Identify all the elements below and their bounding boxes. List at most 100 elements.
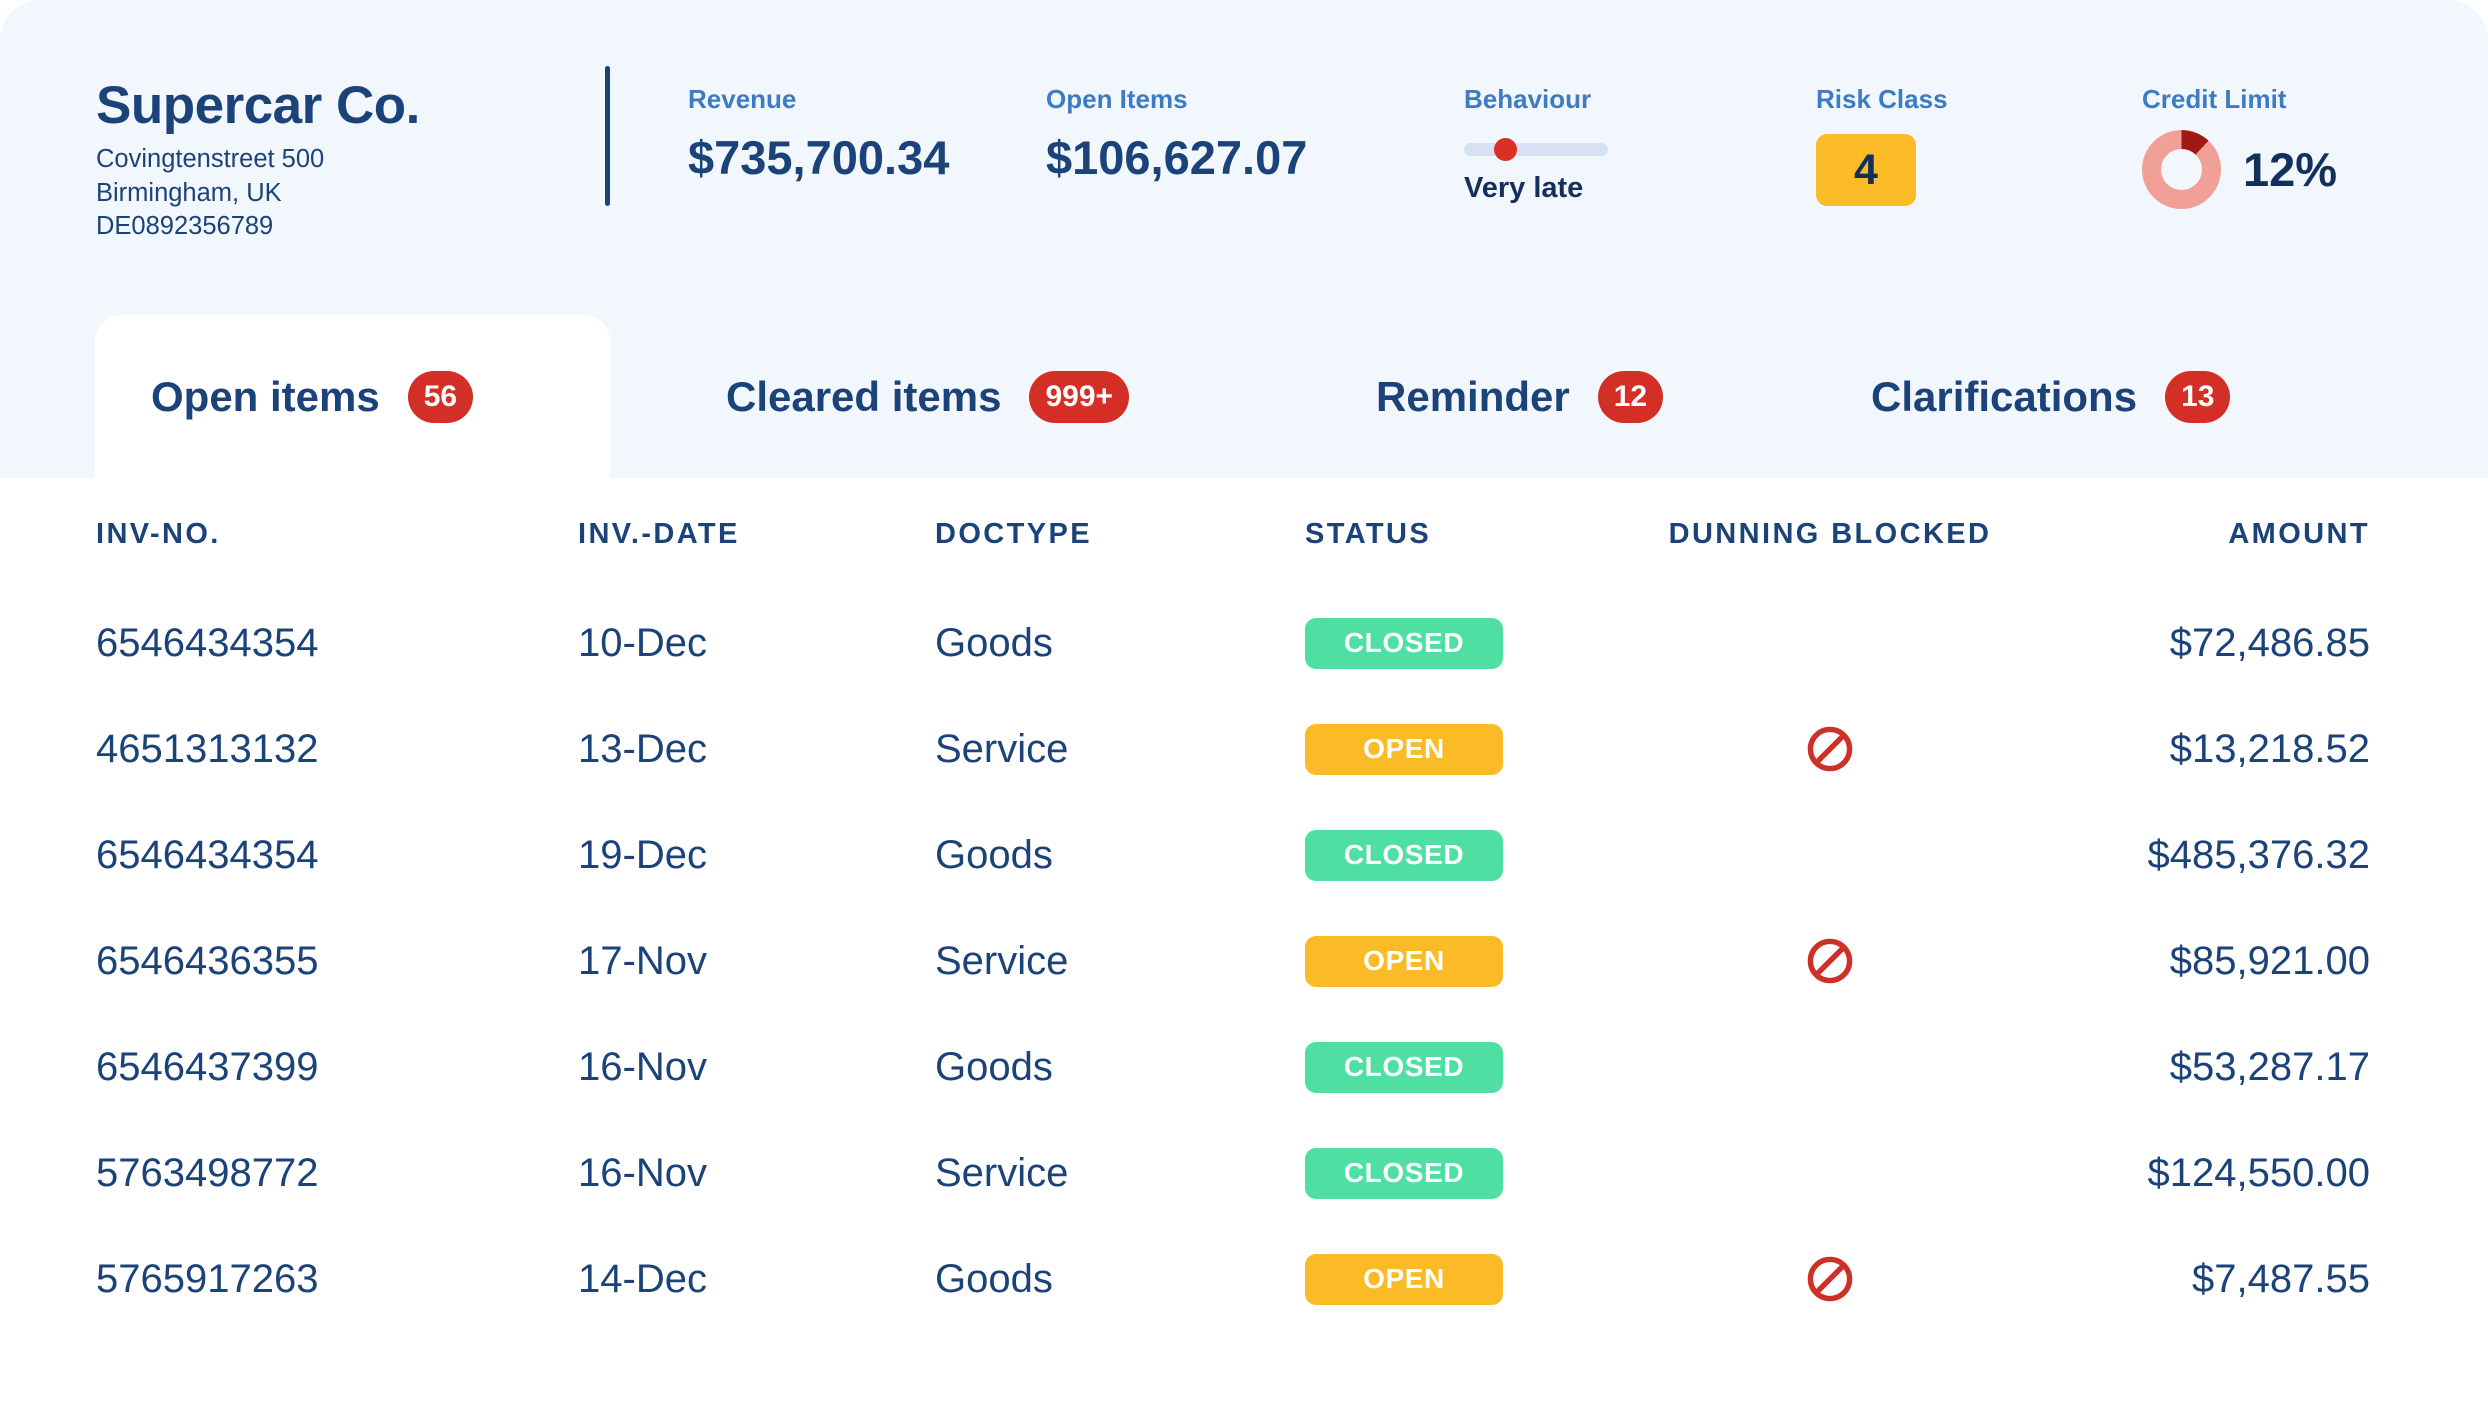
column-header-inv-date[interactable]: INV.-DATE <box>578 517 740 550</box>
cell-dunning-blocked <box>1595 908 2065 1014</box>
donut-hole <box>2161 149 2202 190</box>
table-row[interactable]: 6546434354 10-Dec Goods CLOSED $72,486.85 <box>0 590 2488 696</box>
cell-inv-no: 5765917263 <box>96 1256 319 1301</box>
cell-inv-no: 4651313132 <box>96 726 319 771</box>
cell-status: CLOSED <box>1305 802 1595 908</box>
kpi-behaviour: Behaviour Very late <box>1464 86 1608 203</box>
table-body: 6546434354 10-Dec Goods CLOSED $72,486.85 465… <box>0 590 2488 1332</box>
behaviour-slider-track[interactable] <box>1464 143 1608 156</box>
risk-class-chip: 4 <box>1816 134 1916 206</box>
cell-doctype: Goods <box>935 1044 1053 1089</box>
tab-cleared-items[interactable]: Cleared items 999+ <box>670 315 1185 478</box>
cell-inv-no: 6546434354 <box>96 832 319 877</box>
cell-status: CLOSED <box>1305 590 1595 696</box>
prohibition-icon <box>1807 938 1853 984</box>
cell-doctype: Goods <box>935 832 1053 877</box>
tab-open-items[interactable]: Open items 56 <box>95 315 610 478</box>
column-header-dunning-blocked[interactable]: DUNNING BLOCKED <box>1668 517 1992 550</box>
kpi-credit-limit: Credit Limit 12% <box>2142 86 2337 209</box>
tab-cleared-items-badge: 999+ <box>1029 370 1130 423</box>
cell-inv-no: 6546434354 <box>96 620 319 665</box>
table-row[interactable]: 4651313132 13-Dec Service OPEN $13,218.52 <box>0 696 2488 802</box>
cell-status: OPEN <box>1305 696 1595 802</box>
cell-inv-no: 6546437399 <box>96 1044 319 1089</box>
tab-cleared-items-label: Cleared items <box>726 372 1002 420</box>
cell-amount: $7,487.55 <box>2192 1256 2370 1301</box>
kpi-risk-class: Risk Class 4 <box>1816 86 1948 206</box>
cell-status: CLOSED <box>1305 1014 1595 1120</box>
company-block: Supercar Co. Covingtenstreet 500 Birming… <box>96 78 526 244</box>
behaviour-slider[interactable] <box>1464 138 1608 161</box>
status-badge: CLOSED <box>1305 1147 1503 1199</box>
header-band: Supercar Co. Covingtenstreet 500 Birming… <box>0 0 2488 478</box>
kpi-risk-class-label: Risk Class <box>1816 84 1948 114</box>
tab-reminder[interactable]: Reminder 12 <box>1320 315 1719 478</box>
table-row[interactable]: 5763498772 16-Nov Service CLOSED $124,550.00 <box>0 1120 2488 1226</box>
tab-reminder-badge: 12 <box>1597 370 1664 423</box>
status-badge: OPEN <box>1305 1253 1503 1305</box>
table-header-row: INV-NO. INV.-DATE DOCTYPE STATUS DUNNING… <box>0 478 2488 590</box>
status-badge: OPEN <box>1305 935 1503 987</box>
cell-dunning-blocked <box>1595 696 2065 802</box>
table-row[interactable]: 6546437399 16-Nov Goods CLOSED $53,287.17 <box>0 1014 2488 1120</box>
credit-limit-donut-chart <box>2142 130 2221 209</box>
column-header-inv-no[interactable]: INV-NO. <box>96 517 221 550</box>
cell-doctype: Service <box>935 938 1069 983</box>
header-divider <box>605 66 610 206</box>
column-header-status[interactable]: STATUS <box>1305 517 1432 550</box>
kpi-header: Supercar Co. Covingtenstreet 500 Birming… <box>0 0 2488 315</box>
cell-amount: $72,486.85 <box>2169 620 2370 665</box>
status-badge: CLOSED <box>1305 829 1503 881</box>
tab-open-items-label: Open items <box>151 372 380 420</box>
company-address-line2: Birmingham, UK <box>96 178 282 207</box>
cell-amount: $53,287.17 <box>2169 1044 2370 1089</box>
cell-amount: $124,550.00 <box>2147 1150 2370 1195</box>
tab-reminder-label: Reminder <box>1376 372 1570 420</box>
table-row[interactable]: 5765917263 14-Dec Goods OPEN $7,487.55 <box>0 1226 2488 1332</box>
company-vat-id: DE0892356789 <box>96 212 274 241</box>
cell-inv-date: 16-Nov <box>578 1044 707 1089</box>
cell-doctype: Service <box>935 1150 1069 1195</box>
tab-clarifications-badge: 13 <box>2165 370 2231 423</box>
open-items-table: INV-NO. INV.-DATE DOCTYPE STATUS DUNNING… <box>0 478 2488 1332</box>
cell-doctype: Goods <box>935 620 1053 665</box>
kpi-revenue-label: Revenue <box>688 84 797 114</box>
cell-inv-date: 10-Dec <box>578 620 707 665</box>
prohibition-icon <box>1807 1256 1853 1302</box>
kpi-behaviour-label: Behaviour <box>1464 84 1592 114</box>
column-header-doctype[interactable]: DOCTYPE <box>935 517 1092 550</box>
cell-inv-date: 17-Nov <box>578 938 707 983</box>
status-badge: OPEN <box>1305 723 1503 775</box>
tab-clarifications[interactable]: Clarifications 13 <box>1815 315 2286 478</box>
tab-bar: Open items 56 Cleared items 999+ Reminde… <box>0 315 2488 478</box>
company-name: Supercar Co. <box>96 76 420 135</box>
cell-status: OPEN <box>1305 1226 1595 1332</box>
kpi-credit-limit-label: Credit Limit <box>2142 84 2287 114</box>
status-badge: CLOSED <box>1305 617 1503 669</box>
cell-doctype: Goods <box>935 1256 1053 1301</box>
cell-inv-date: 19-Dec <box>578 832 707 877</box>
cell-inv-date: 14-Dec <box>578 1256 707 1301</box>
company-address: Covingtenstreet 500 Birmingham, UK DE089… <box>96 143 526 245</box>
behaviour-slider-thumb[interactable] <box>1494 138 1518 161</box>
tab-clarifications-label: Clarifications <box>1871 372 2138 420</box>
kpi-revenue: Revenue $735,700.34 <box>688 86 949 181</box>
cell-inv-date: 13-Dec <box>578 726 707 771</box>
kpi-revenue-value: $735,700.34 <box>688 131 950 184</box>
kpi-open-items-label: Open Items <box>1046 84 1188 114</box>
kpi-behaviour-value: Very late <box>1464 172 1584 204</box>
cell-inv-no: 6546436355 <box>96 938 319 983</box>
cell-dunning-blocked <box>1595 1226 2065 1332</box>
cell-status: CLOSED <box>1305 1120 1595 1226</box>
cell-amount: $13,218.52 <box>2169 726 2370 771</box>
table-row[interactable]: 6546436355 17-Nov Service OPEN $85,921.00 <box>0 908 2488 1014</box>
column-header-amount[interactable]: AMOUNT <box>2228 517 2370 550</box>
credit-limit-readout: 12% <box>2142 130 2337 209</box>
cell-amount: $485,376.32 <box>2147 832 2370 877</box>
cell-inv-date: 16-Nov <box>578 1150 707 1195</box>
credit-limit-percent: 12% <box>2243 143 2338 196</box>
cell-doctype: Service <box>935 726 1069 771</box>
table-row[interactable]: 6546434354 19-Dec Goods CLOSED $485,376.32 <box>0 802 2488 908</box>
kpi-open-items: Open Items $106,627.07 <box>1046 86 1307 181</box>
